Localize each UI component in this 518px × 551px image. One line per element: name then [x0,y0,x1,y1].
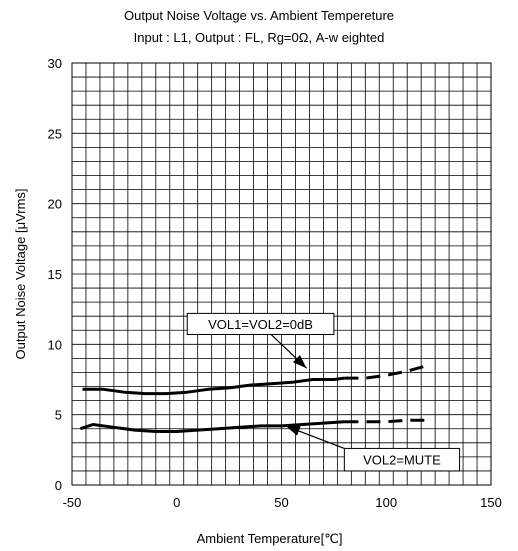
y-tick-labels: 0 5 10 15 20 25 30 [48,56,62,493]
y-tick-label: 30 [48,56,62,71]
y-tick-label: 15 [48,267,62,282]
chart-title: Output Noise Voltage vs. Ambient Tempere… [123,8,395,23]
y-tick-label: 10 [48,337,62,352]
y-tick-label: 0 [55,478,62,493]
x-tick-label: 150 [480,495,502,510]
x-tick-labels: -50 0 50 100 150 [63,495,502,510]
series-line-solid [82,376,345,396]
chart-subtitle: Input : L1, Output : FL, Rg=0Ω, A-w eigh… [133,30,385,45]
annotation-box [186,312,335,335]
y-axis-label: Output Noise Voltage [μVrms] [13,188,28,359]
series-line-solid [79,420,345,433]
annotation-box [343,447,461,472]
x-tick-label: -50 [63,495,82,510]
annotation-label: VOL1=VOL2=0dB [208,317,313,332]
annotation-arrow-head [285,425,301,436]
x-tick-label: 0 [173,495,180,510]
y-tick-label: 20 [48,197,62,212]
series-line-dashed [344,418,429,424]
grid-lines [72,63,491,485]
x-tick-label: 100 [375,495,397,510]
x-axis-label: Ambient Temperature[℃] [197,531,343,546]
series-line-dashed [344,363,429,380]
x-tick-label: 50 [274,495,288,510]
y-tick-label: 25 [48,126,62,141]
plot-frame [71,62,492,486]
series-lines [79,363,429,433]
annotations: VOL1=VOL2=0dB VOL2=MUTE [186,312,461,472]
annotation-label: VOL2=MUTE [363,453,441,468]
annotation-arrow-head [293,355,307,369]
y-tick-label: 5 [55,408,62,423]
